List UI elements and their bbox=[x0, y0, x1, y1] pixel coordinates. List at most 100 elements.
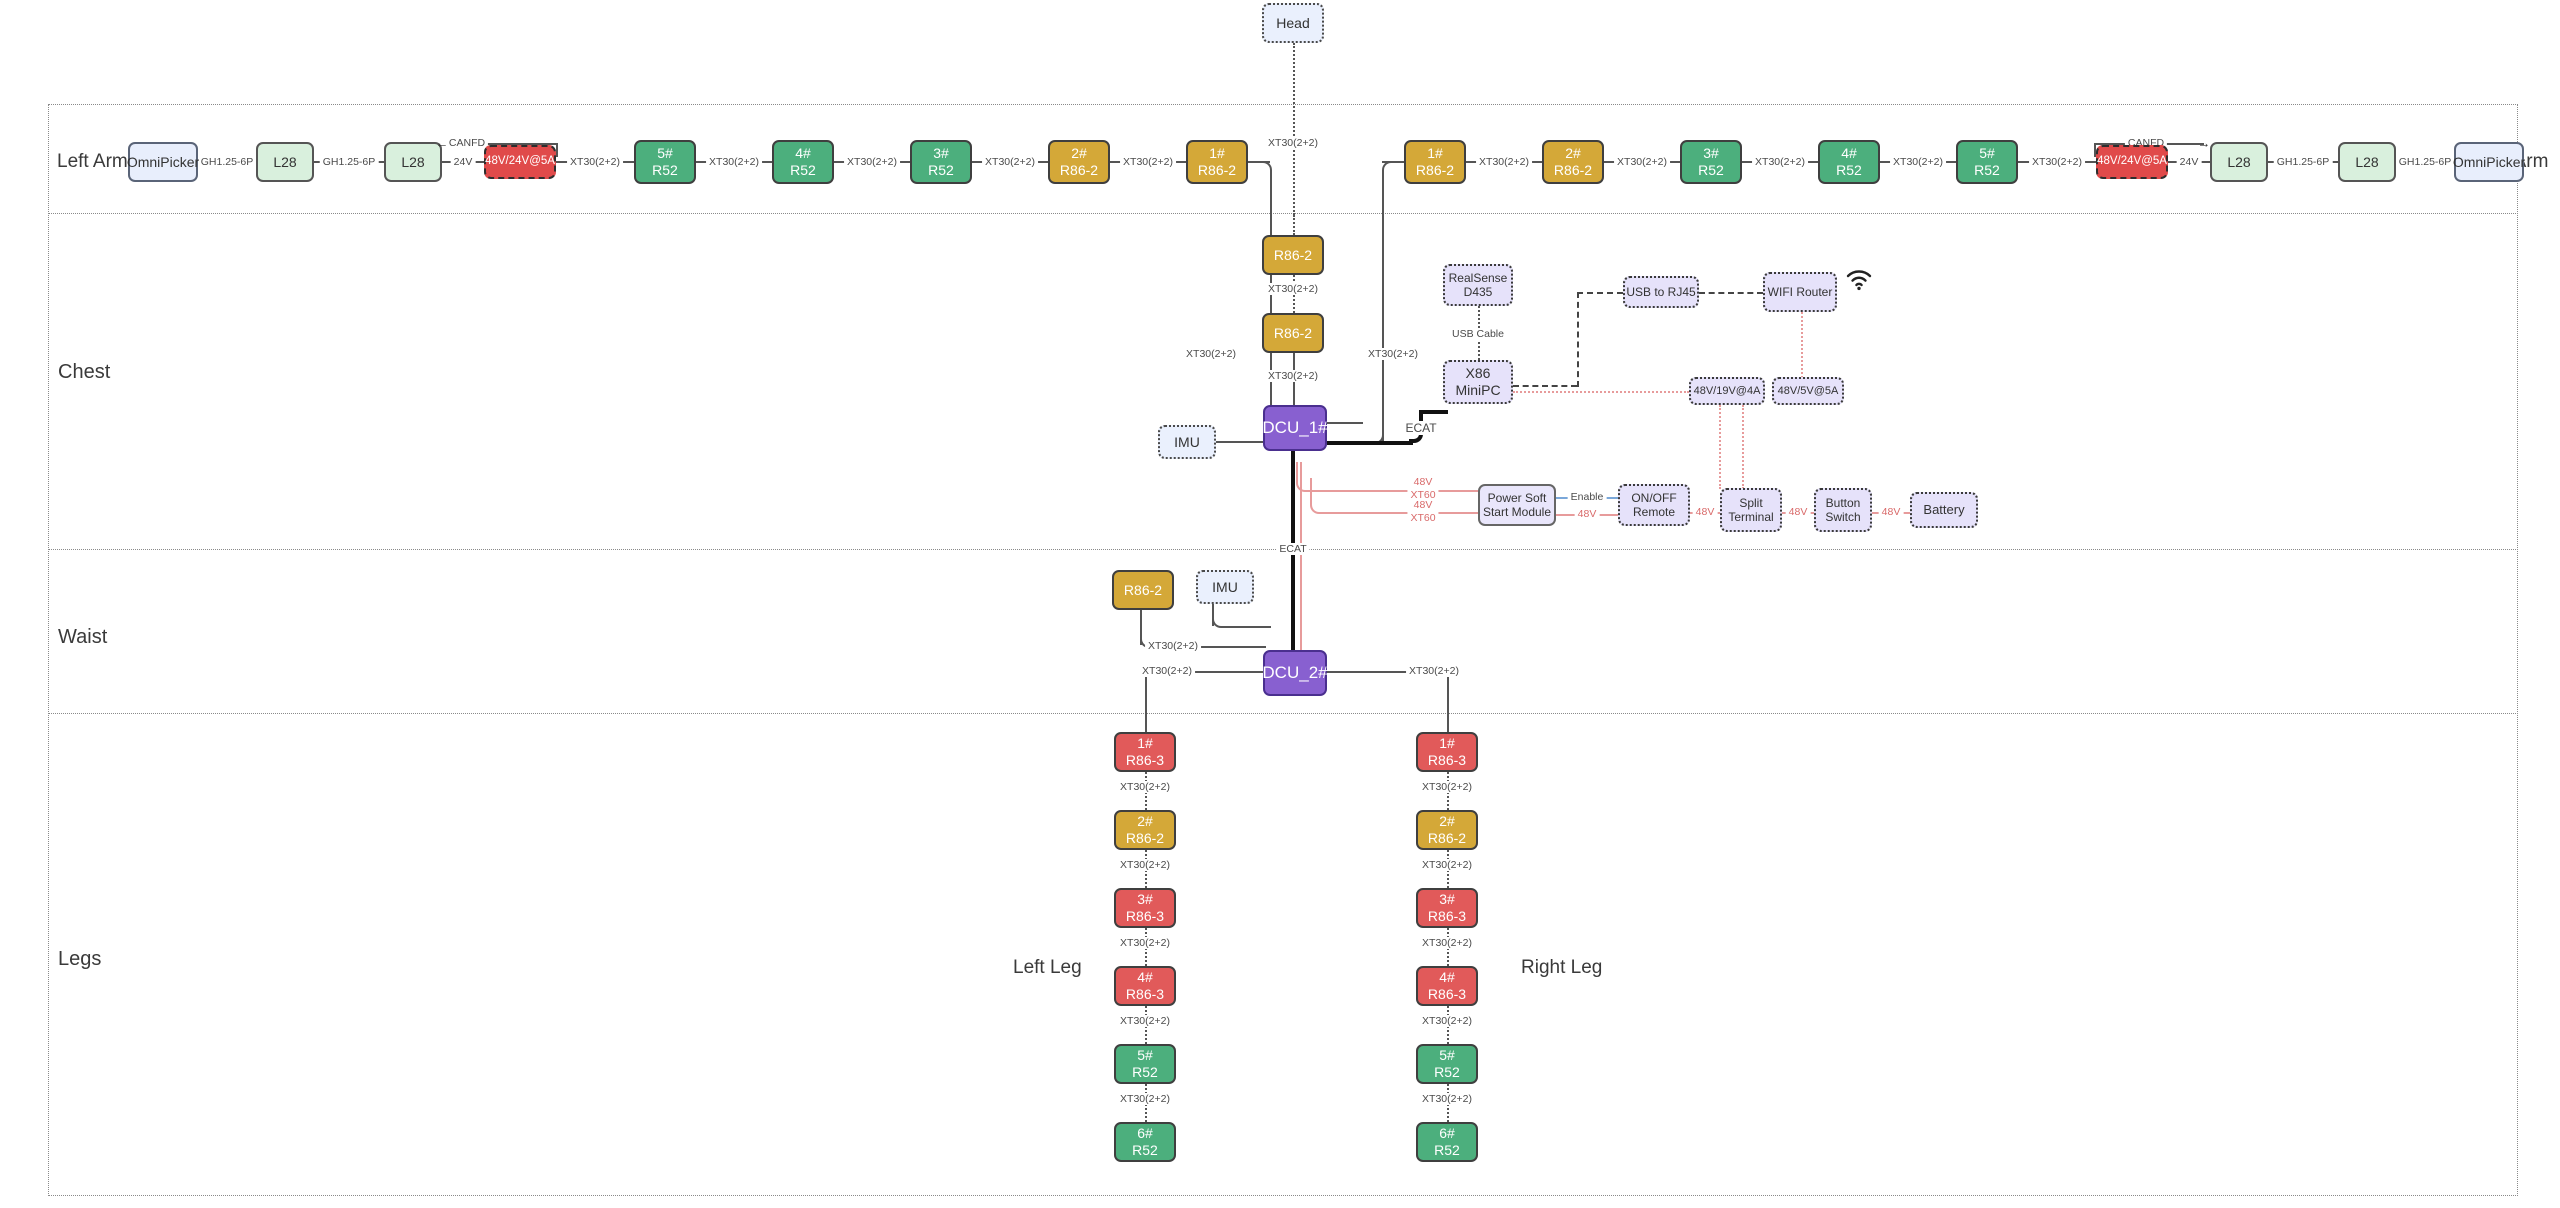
edge-label-rl-xt30-1: XT30(2+2) bbox=[1419, 781, 1475, 793]
node-onoff-remote[interactable]: ON/OFF Remote bbox=[1618, 484, 1690, 526]
node-left-arm-3[interactable]: 3# R52 bbox=[910, 140, 972, 184]
node-conv-48-5[interactable]: 48V/5V@5A bbox=[1772, 377, 1844, 405]
edge-ra-to-dcu-v bbox=[1382, 171, 1384, 443]
node-right-l28-a[interactable]: L28 bbox=[2210, 142, 2268, 182]
node-right-leg-4[interactable]: 4# R86-3 bbox=[1416, 966, 1478, 1006]
edge-label-onoff-split-48v: 48V bbox=[1692, 506, 1718, 518]
node-label: DCU_2# bbox=[1262, 662, 1328, 682]
edge-label-chest-spine-1: XT30(2+2) bbox=[1265, 283, 1321, 295]
edge-label-la-xt30-4: XT30(2+2) bbox=[982, 156, 1038, 168]
node-left-arm-4[interactable]: 4# R52 bbox=[772, 140, 834, 184]
node-left-leg-2[interactable]: 2# R86-2 bbox=[1114, 810, 1176, 850]
node-label-model: R52 bbox=[928, 162, 954, 178]
node-power-soft-start-module[interactable]: Power Soft Start Module bbox=[1478, 484, 1556, 526]
node-left-l28-a[interactable]: L28 bbox=[256, 142, 314, 182]
node-left-leg-5[interactable]: 5# R52 bbox=[1114, 1044, 1176, 1084]
edge-label-ra-xt30-3: XT30(2+2) bbox=[1752, 156, 1808, 168]
node-right-arm-2[interactable]: 2# R86-2 bbox=[1542, 140, 1604, 184]
node-right-leg-5[interactable]: 5# R52 bbox=[1416, 1044, 1478, 1084]
edge-dcu2-to-right-leg-h bbox=[1327, 671, 1447, 673]
edge-waist-imu-corner bbox=[1212, 618, 1224, 628]
node-chest-r86-lower[interactable]: R86-2 bbox=[1262, 313, 1324, 353]
edge-48v-rail-down bbox=[1300, 462, 1302, 672]
node-left-omnipicker[interactable]: OmniPicker bbox=[127, 142, 199, 182]
edge-head-to-chest bbox=[1293, 43, 1295, 215]
node-label-line2: Switch bbox=[1825, 510, 1861, 524]
node-label: L28 bbox=[2355, 153, 2379, 170]
node-chest-r86-upper[interactable]: R86-2 bbox=[1262, 235, 1324, 275]
node-label: WIFI Router bbox=[1767, 284, 1833, 299]
node-left-l28-b[interactable]: L28 bbox=[384, 142, 442, 182]
edge-ra-to-dcu-h1 bbox=[1382, 161, 1404, 163]
node-x86-minipc[interactable]: X86 MiniPC bbox=[1443, 360, 1513, 404]
edge-label-rl-xt30-2: XT30(2+2) bbox=[1419, 859, 1475, 871]
node-label-index: 3# bbox=[1137, 891, 1153, 908]
node-label-model: R52 bbox=[790, 162, 816, 178]
node-right-dcdc-48-24[interactable]: 48V/24V@5A bbox=[2096, 145, 2168, 179]
node-right-arm-4[interactable]: 4# R52 bbox=[1818, 140, 1880, 184]
edge-label-ra-xt30-1: XT30(2+2) bbox=[1476, 156, 1532, 168]
node-left-arm-5[interactable]: 5# R52 bbox=[634, 140, 696, 184]
node-right-l28-b[interactable]: L28 bbox=[2338, 142, 2396, 182]
edge-label-la-xt30-3: XT30(2+2) bbox=[844, 156, 900, 168]
node-realsense-d435[interactable]: RealSense D435 bbox=[1443, 264, 1513, 306]
section-label-chest: Chest bbox=[58, 361, 111, 383]
edge-label-rl-xt30-4: XT30(2+2) bbox=[1419, 1015, 1475, 1027]
node-button-switch[interactable]: Button Switch bbox=[1814, 488, 1872, 532]
node-left-leg-4[interactable]: 4# R86-3 bbox=[1114, 966, 1176, 1006]
node-dcu-2[interactable]: DCU_2# bbox=[1262, 650, 1328, 696]
node-dcu-1[interactable]: DCU_1# bbox=[1262, 405, 1328, 451]
node-label: OmniPicker bbox=[2452, 153, 2526, 170]
node-label: 48V/5V@5A bbox=[1777, 384, 1839, 397]
edge-label-dcu2-left-xt30: XT30(2+2) bbox=[1139, 665, 1195, 677]
node-right-leg-6[interactable]: 6# R52 bbox=[1416, 1122, 1478, 1162]
node-label-model: R52 bbox=[1698, 162, 1724, 178]
node-left-leg-1[interactable]: 1# R86-3 bbox=[1114, 732, 1176, 772]
node-wifi-router[interactable]: WIFI Router bbox=[1763, 272, 1837, 312]
node-right-leg-3[interactable]: 3# R86-3 bbox=[1416, 888, 1478, 928]
node-right-omnipicker[interactable]: OmniPicker bbox=[2452, 142, 2526, 182]
node-right-arm-5[interactable]: 5# R52 bbox=[1956, 140, 2018, 184]
node-label-index: 1# bbox=[1137, 735, 1153, 752]
node-left-leg-6[interactable]: 6# R52 bbox=[1114, 1122, 1176, 1162]
edge-label-rl-xt30-3: XT30(2+2) bbox=[1419, 937, 1475, 949]
node-right-arm-3[interactable]: 3# R52 bbox=[1680, 140, 1742, 184]
node-right-arm-1[interactable]: 1# R86-2 bbox=[1404, 140, 1466, 184]
node-usb-to-rj45[interactable]: USB to RJ45 bbox=[1623, 276, 1699, 308]
edge-48v-corner-lower bbox=[1310, 478, 1324, 514]
node-label: Battery bbox=[1923, 502, 1965, 518]
node-left-arm-1[interactable]: 1# R86-2 bbox=[1186, 140, 1248, 184]
edge-label-ll-xt30-3: XT30(2+2) bbox=[1117, 937, 1173, 949]
node-label-model: R86-2 bbox=[1553, 162, 1593, 178]
edge-label-ecat-minipc: ECAT bbox=[1402, 421, 1440, 435]
section-label-legs: Legs bbox=[58, 948, 102, 970]
node-conv-48-19[interactable]: 48V/19V@4A bbox=[1689, 377, 1765, 405]
node-label-index: 4# bbox=[1439, 969, 1455, 986]
node-label-model: R86-3 bbox=[1125, 986, 1165, 1002]
edge-minipc-to-rj45-h1 bbox=[1513, 385, 1577, 387]
node-battery[interactable]: Battery bbox=[1910, 492, 1978, 528]
node-right-leg-1[interactable]: 1# R86-3 bbox=[1416, 732, 1478, 772]
node-right-leg-2[interactable]: 2# R86-2 bbox=[1416, 810, 1478, 850]
node-left-dcdc-48-24[interactable]: 48V/24V@5A bbox=[484, 145, 556, 179]
node-left-leg-3[interactable]: 3# R86-3 bbox=[1114, 888, 1176, 928]
node-waist-r86[interactable]: R86-2 bbox=[1112, 570, 1174, 610]
node-split-terminal[interactable]: Split Terminal bbox=[1720, 488, 1782, 532]
edge-label-la-canfd: CANFD bbox=[445, 137, 489, 149]
section-label-waist: Waist bbox=[58, 626, 108, 648]
node-label: 48V/24V@5A bbox=[2097, 155, 2167, 168]
node-label: L28 bbox=[401, 153, 425, 170]
edge-dcu1-ecat-down bbox=[1291, 451, 1295, 663]
node-head[interactable]: Head bbox=[1262, 3, 1324, 43]
edge-label-enable: Enable bbox=[1567, 491, 1607, 503]
node-chest-imu[interactable]: IMU bbox=[1158, 425, 1216, 459]
arrow-left-canfd-icon: ← bbox=[435, 135, 449, 151]
edge-label-la-gh1: GH1.25-6P bbox=[197, 156, 257, 168]
node-label: IMU bbox=[1212, 578, 1238, 595]
edge-la-to-dcu-h1 bbox=[1248, 161, 1270, 163]
edge-label-48v-xt60-lower: 48V XT60 bbox=[1407, 498, 1439, 526]
node-waist-imu[interactable]: IMU bbox=[1196, 570, 1254, 604]
node-left-arm-2[interactable]: 2# R86-2 bbox=[1048, 140, 1110, 184]
edge-label-waist-r86-xt30: XT30(2+2) bbox=[1145, 640, 1201, 652]
node-label: R86-2 bbox=[1273, 324, 1313, 341]
